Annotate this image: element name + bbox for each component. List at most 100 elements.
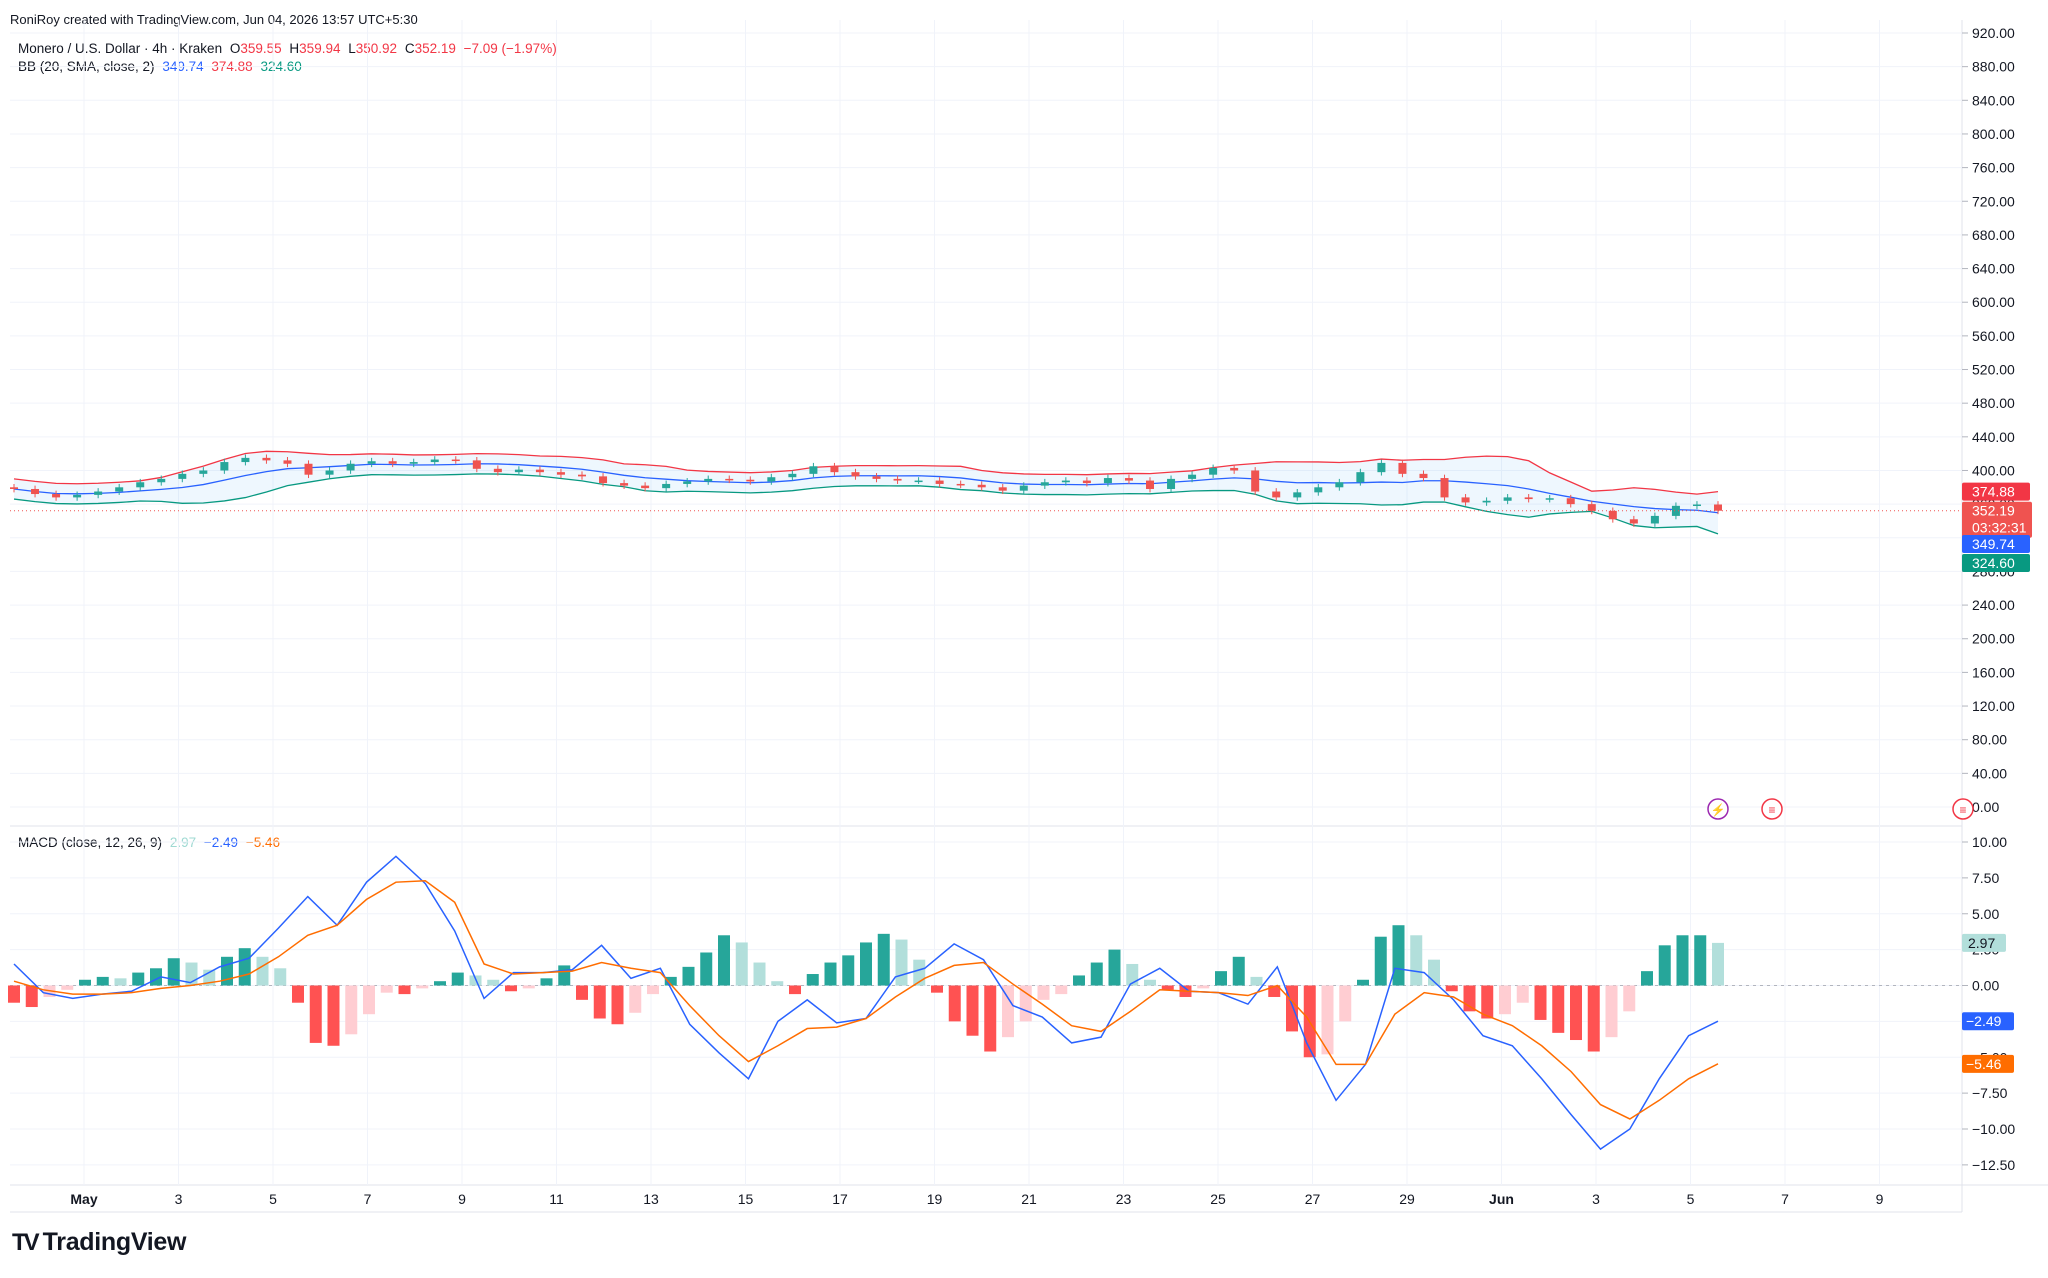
price-tick-label: 680.00 xyxy=(1972,227,2015,243)
macd-hist-bar xyxy=(1463,985,1476,1012)
candle-body xyxy=(1398,462,1407,474)
time-tick-label: 7 xyxy=(364,1191,372,1207)
macd-hist-bar xyxy=(1623,985,1636,1012)
macd-hist-bar xyxy=(398,985,411,995)
macd-hist-bar xyxy=(682,966,695,986)
macd-hist-badge-bg xyxy=(1962,933,2006,952)
basis-badge-bg xyxy=(1962,535,2030,553)
candle-body xyxy=(1377,462,1386,473)
macd-hist-bar xyxy=(132,972,145,986)
candle-body xyxy=(241,457,250,463)
candle-body xyxy=(851,472,860,477)
candle-body xyxy=(788,473,797,478)
svg-text:≡: ≡ xyxy=(1768,803,1775,817)
ohlc-high: H359.94 xyxy=(289,41,341,56)
candle-body xyxy=(1061,480,1070,483)
candle-body xyxy=(893,478,902,481)
price-tick-label: 240.00 xyxy=(1972,597,2015,613)
macd-hist-bar xyxy=(700,952,713,986)
candle-body xyxy=(1082,480,1091,484)
price-tick-label: 640.00 xyxy=(1972,261,2015,277)
time-tick-label: 27 xyxy=(1305,1191,1321,1207)
svg-text:≡: ≡ xyxy=(1959,803,1966,817)
tradingview-brand[interactable]: TV TradingView xyxy=(12,1228,186,1257)
candle-body xyxy=(1124,478,1133,481)
macd-hist-bar xyxy=(558,965,571,986)
candle-body xyxy=(1714,504,1722,511)
candle-body xyxy=(1461,497,1470,503)
candle-body xyxy=(599,476,608,484)
macd-line-badge-bg xyxy=(1962,1012,2014,1031)
macd-hist-bar xyxy=(984,985,997,1052)
macd-hist-bar xyxy=(487,979,500,986)
candle-body xyxy=(1040,482,1049,486)
credit-line: RoniRoy created with TradingView.com, Ju… xyxy=(10,12,418,27)
macd-hist-bar xyxy=(771,981,784,986)
candle-body xyxy=(914,480,923,483)
candle-body xyxy=(367,461,376,464)
lower-badge-text: 324.60 xyxy=(1972,555,2015,571)
macd-hist-bar xyxy=(877,933,890,986)
candle-body xyxy=(1356,472,1365,483)
price-tick-label: 0.00 xyxy=(1972,799,1999,815)
price-tick-label: 520.00 xyxy=(1972,362,2015,378)
candle-body xyxy=(1524,497,1533,500)
signal-line xyxy=(13,879,1719,1120)
price-tick-label: 840.00 xyxy=(1972,92,2015,108)
price-tick-label: 880.00 xyxy=(1972,59,2015,75)
candle-body xyxy=(956,483,965,486)
lightning-icon[interactable]: ⚡ xyxy=(1707,798,1729,820)
candle-body xyxy=(935,480,944,484)
candle-body xyxy=(1566,498,1575,505)
macd-hist-bar xyxy=(789,985,801,995)
tradingview-logo-icon: TV xyxy=(12,1228,40,1256)
macd-hist-bar xyxy=(540,978,553,986)
macd-hist-bar xyxy=(1161,985,1174,990)
candle-body xyxy=(1167,478,1176,489)
candle-body xyxy=(556,472,565,475)
candle-body xyxy=(199,470,208,474)
us-flag-icon[interactable]: ≡ xyxy=(1761,798,1783,820)
macd-hist-bar xyxy=(1073,975,1085,986)
ohlc-open: O359.55 xyxy=(229,41,282,56)
macd-hist-bar xyxy=(753,962,766,986)
symbol-title[interactable]: Monero / U.S. Dollar · 4h · Kraken xyxy=(18,41,223,56)
macd-hist-bar xyxy=(1392,925,1405,986)
time-tick-label: Jun xyxy=(1489,1191,1514,1207)
candle-body xyxy=(1545,498,1554,500)
macd-hist-bar xyxy=(238,948,251,986)
bb-lower-line xyxy=(13,473,1719,535)
candle-body xyxy=(535,469,544,473)
macd-hist-bar xyxy=(292,985,304,1003)
macd-hist-bar xyxy=(79,979,91,986)
price-tick-label: 720.00 xyxy=(1972,193,2015,209)
candle-body xyxy=(1230,467,1239,471)
candle-body xyxy=(493,468,502,473)
time-tick-label: 11 xyxy=(549,1191,564,1207)
candle-body xyxy=(262,457,271,461)
macd-signal-badge-text: −5.46 xyxy=(1966,1056,2002,1072)
us-flag-icon[interactable]: ≡ xyxy=(1952,798,1974,820)
candle-body xyxy=(1335,482,1344,488)
candle-body xyxy=(1019,485,1028,491)
candle-body xyxy=(388,461,397,464)
macd-hist-bar xyxy=(1658,945,1671,986)
last-price-badge-text: 352.19 xyxy=(1972,503,2015,519)
candle-body xyxy=(683,481,692,484)
price-tick-label: 120.00 xyxy=(1972,698,2015,714)
candle-body xyxy=(1251,470,1260,492)
price-tick-label: 400.00 xyxy=(1972,462,2015,478)
macd-hist-bar xyxy=(1587,985,1600,1052)
lower-badge-bg xyxy=(1962,554,2030,572)
bb-fill xyxy=(14,451,1718,534)
bb-basis-line xyxy=(13,463,1719,514)
price-tick-label: 80.00 xyxy=(1972,732,2007,748)
macd-hist-bar xyxy=(1055,985,1068,995)
macd-hist-bar xyxy=(647,985,659,995)
macd-hist-bar xyxy=(1516,985,1529,1003)
candle-body xyxy=(346,463,355,471)
upper-badge-bg xyxy=(1962,482,2030,501)
price-tick-label: 480.00 xyxy=(1972,395,2015,411)
countdown-badge-text: 03:32:31 xyxy=(1972,520,2027,536)
